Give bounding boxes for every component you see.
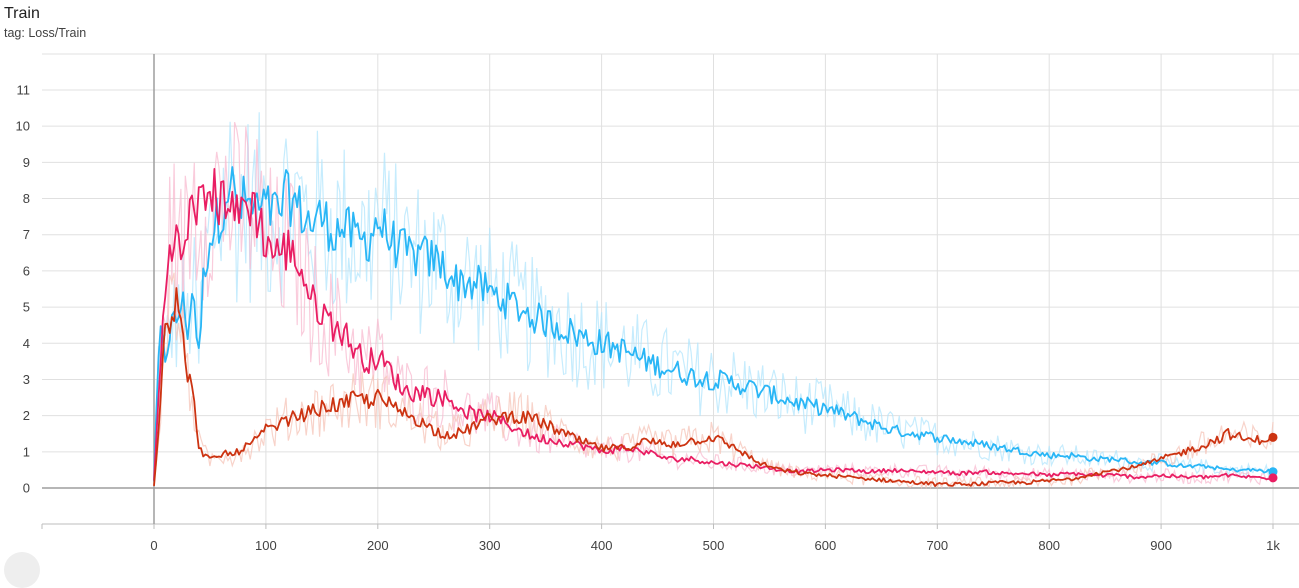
series-2-end-marker[interactable] bbox=[1268, 473, 1278, 483]
tick-label-layer: 0 1 2 3 4 5 6 7 8 9 10 11 0 100 200 300 400 500 600 700 800 9… bbox=[16, 83, 1281, 554]
y-tick-label: 6 bbox=[23, 263, 30, 278]
series-3-end-marker[interactable] bbox=[1268, 432, 1278, 442]
series-2-raw-line bbox=[153, 122, 1274, 486]
series-1-line[interactable] bbox=[153, 166, 1274, 482]
series-1-raw-line bbox=[153, 112, 1274, 479]
x-tick-label: 200 bbox=[367, 538, 389, 553]
y-tick-label: 10 bbox=[16, 119, 30, 134]
axis-layer bbox=[41, 54, 1299, 529]
settings-circle-icon[interactable] bbox=[4, 552, 40, 588]
loss-line-chart[interactable]: 0 1 2 3 4 5 6 7 8 9 10 11 0 100 200 300 400 500 600 700 800 9… bbox=[0, 0, 1299, 561]
x-tick-label: 400 bbox=[591, 538, 613, 553]
chart-title: Train bbox=[4, 5, 40, 22]
y-tick-label: 2 bbox=[23, 408, 30, 423]
x-tick-label: 600 bbox=[815, 538, 837, 553]
x-tick-label: 500 bbox=[703, 538, 725, 553]
grid-layer bbox=[42, 53, 1299, 524]
series-1-end-marker[interactable] bbox=[1268, 467, 1278, 477]
x-tick-label: 100 bbox=[255, 538, 277, 553]
series-3-line[interactable] bbox=[153, 287, 1274, 488]
x-tick-label: 700 bbox=[926, 538, 948, 553]
x-tick-label: 800 bbox=[1038, 538, 1060, 553]
y-tick-label: 0 bbox=[23, 481, 30, 496]
x-tick-label: 900 bbox=[1150, 538, 1172, 553]
chart-subtitle: tag: Loss/Train bbox=[4, 26, 87, 40]
x-tick-label: 0 bbox=[150, 538, 157, 553]
y-tick-label: 7 bbox=[23, 227, 30, 242]
raw-series-layer bbox=[153, 112, 1274, 490]
y-tick-label: 8 bbox=[23, 191, 30, 206]
series-3-raw-line bbox=[153, 272, 1274, 490]
x-tick-label: 300 bbox=[479, 538, 501, 553]
y-tick-label: 1 bbox=[23, 444, 30, 459]
y-tick-label: 3 bbox=[23, 372, 30, 387]
x-tick-label: 1k bbox=[1266, 538, 1280, 553]
y-tick-label: 11 bbox=[17, 83, 31, 98]
y-tick-label: 9 bbox=[23, 155, 30, 170]
series-layer bbox=[153, 166, 1278, 488]
y-tick-label: 4 bbox=[23, 336, 30, 351]
y-tick-label: 5 bbox=[23, 300, 30, 315]
